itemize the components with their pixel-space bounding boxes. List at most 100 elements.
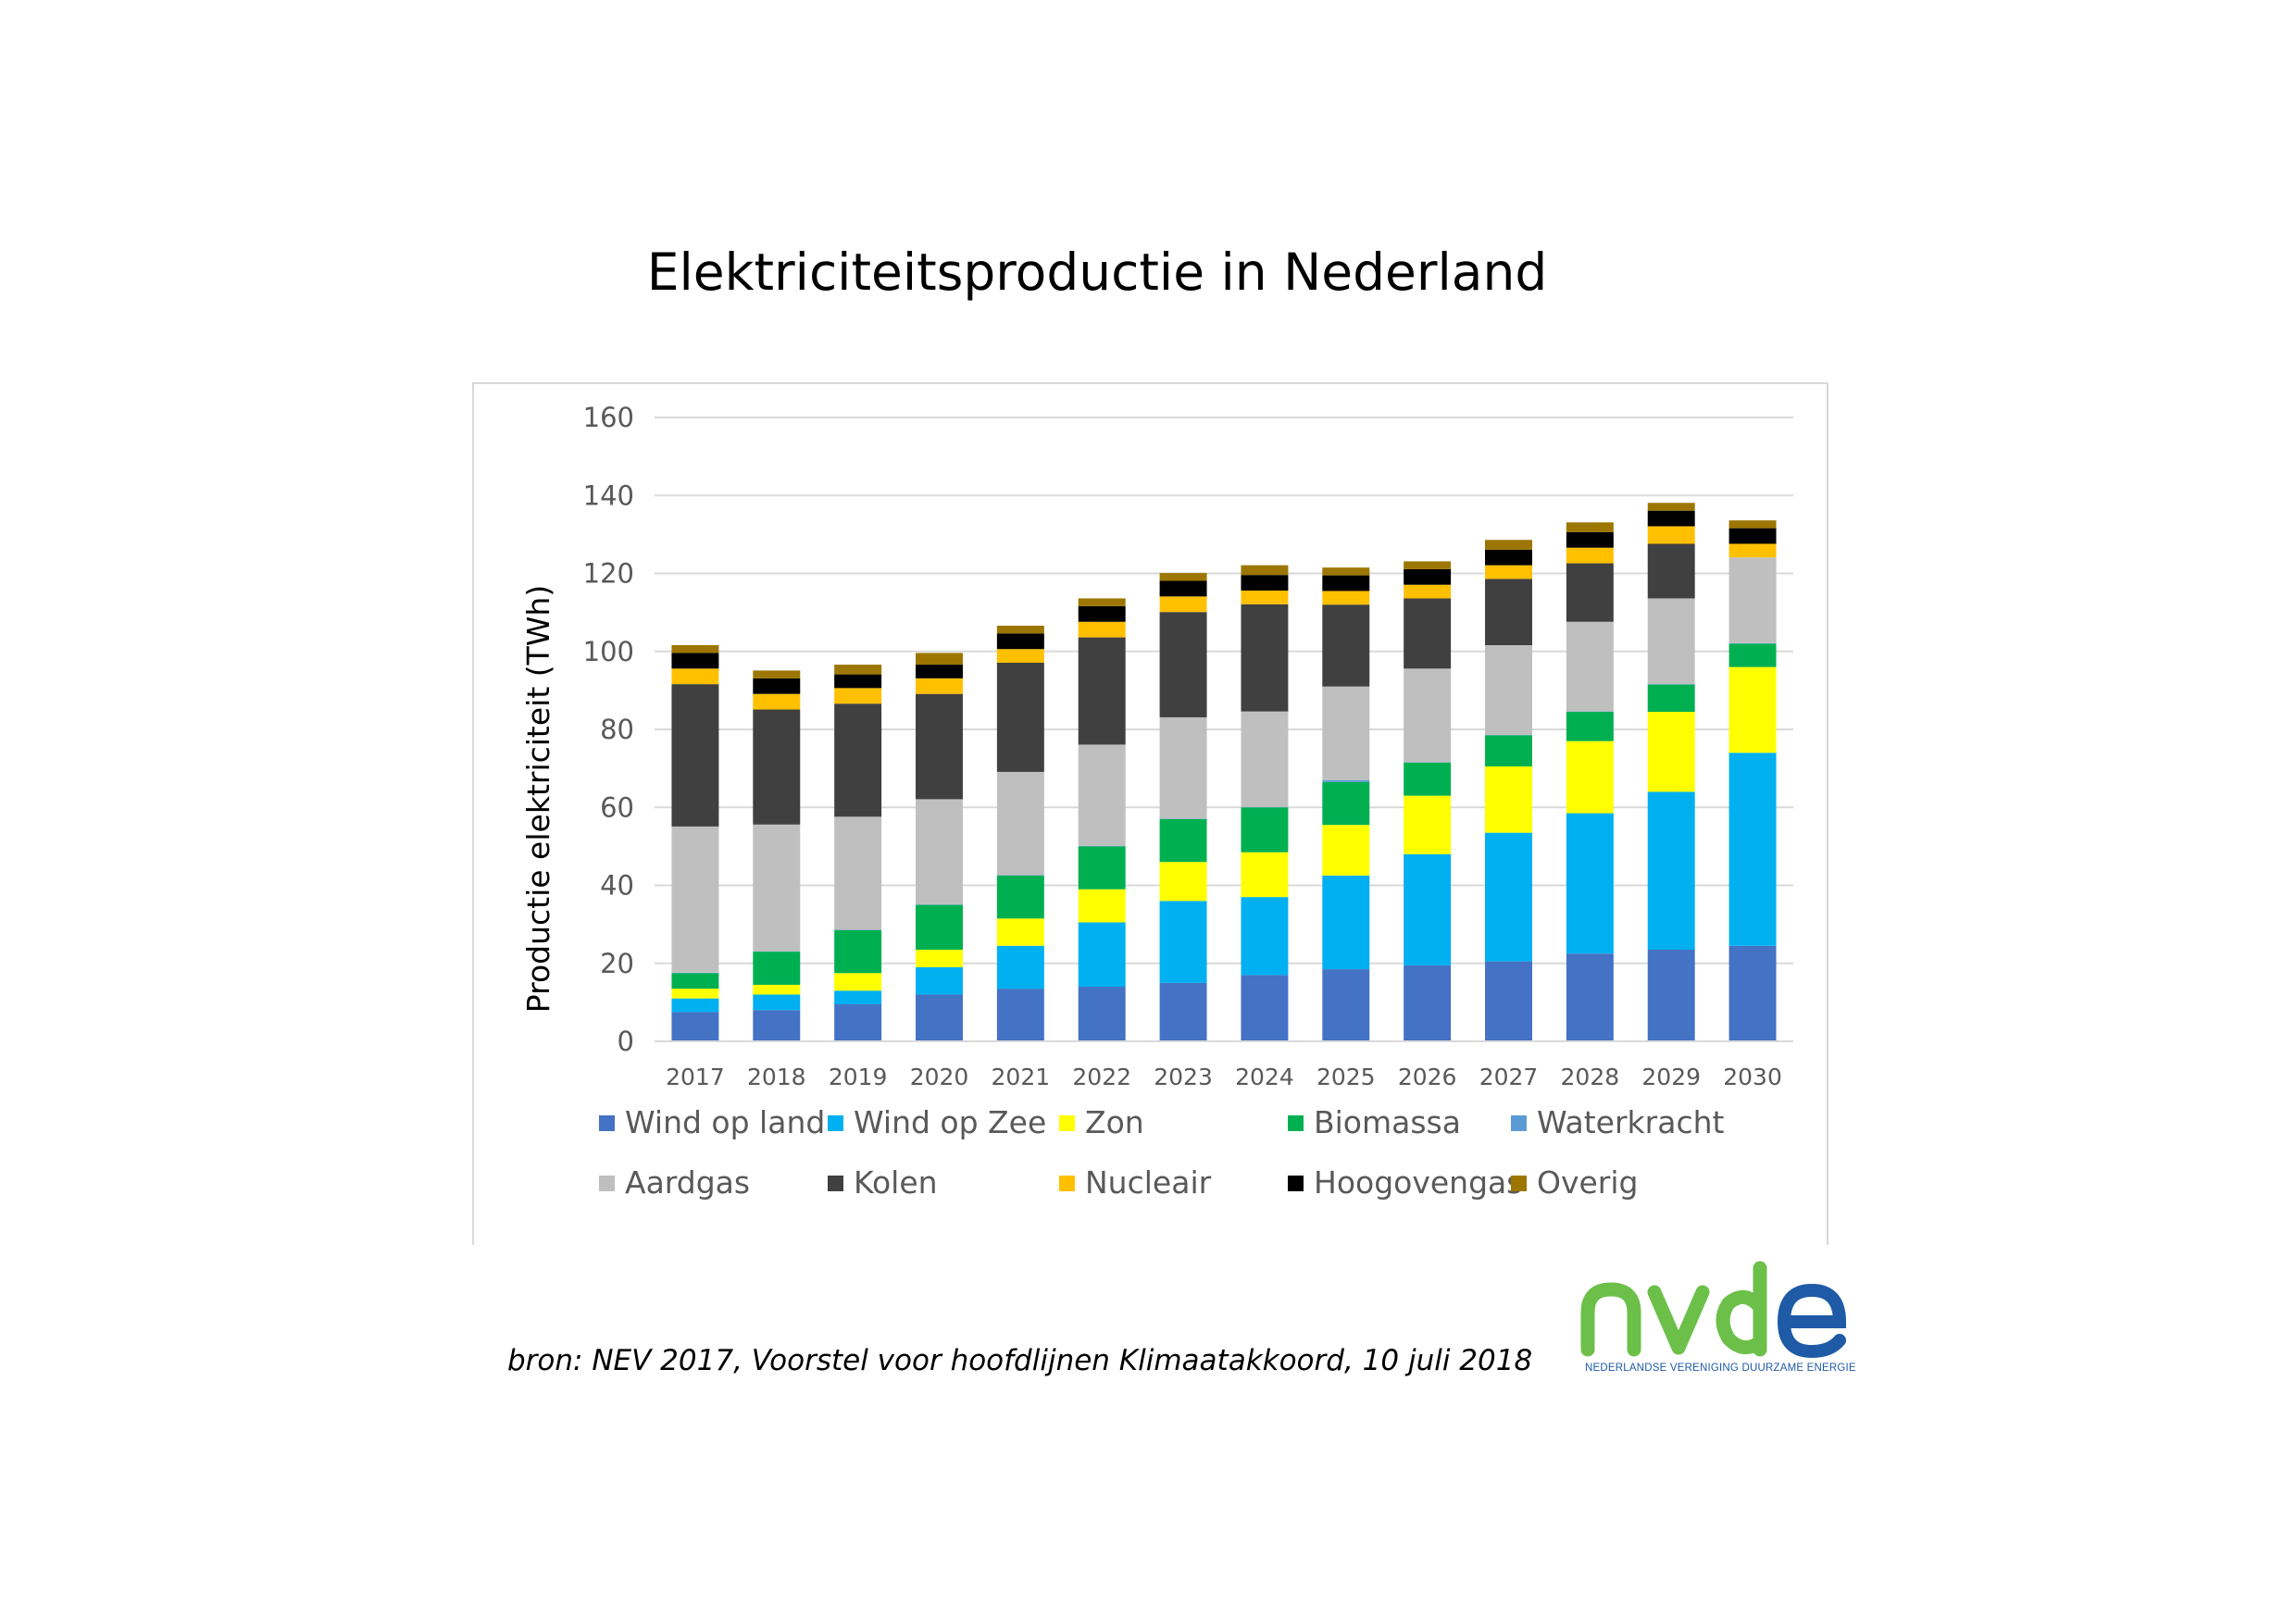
bar-segment-nucleair-2024	[1241, 591, 1289, 604]
bar-segment-wind-op-land-2019	[834, 1003, 882, 1041]
legend-swatch-waterkracht	[1511, 1115, 1527, 1131]
bar-segment-nucleair-2025	[1322, 591, 1370, 605]
legend-label: Wind op Zee	[854, 1104, 1046, 1140]
bar-segment-nucleair-2026	[1404, 584, 1452, 599]
bar-segment-wind-op-zee-2019	[834, 990, 882, 1004]
x-tick-label: 2027	[1479, 1064, 1539, 1090]
legend-swatch-overig	[1511, 1176, 1527, 1191]
bar-segment-overig-2030	[1728, 520, 1777, 529]
bar-segment-nucleair-2023	[1159, 596, 1207, 613]
bar-segment-wind-op-zee-2026	[1404, 853, 1452, 965]
chart-frame: 0 20 40 60 80 100 120 140 160 2017 2018 2019 2020 202…	[472, 382, 1828, 1245]
bar-segment-biomassa-2023	[1159, 818, 1207, 863]
bar-segment-hoogovengas-2019	[834, 674, 882, 689]
bar-segment-hoogovengas-2021	[996, 633, 1044, 650]
legend-label: Waterkracht	[1537, 1104, 1725, 1140]
x-tick-label: 2025	[1316, 1064, 1376, 1090]
bar-segment-overig-2028	[1566, 522, 1614, 532]
bar-segment-hoogovengas-2022	[1078, 605, 1126, 622]
bar-segment-biomassa-2019	[834, 929, 882, 974]
legend-label: Overig	[1537, 1164, 1639, 1201]
bar-segment-zon-2030	[1728, 666, 1777, 753]
bar-segment-overig-2017	[671, 645, 719, 653]
x-tick-label: 2024	[1235, 1064, 1294, 1090]
bar-segment-kolen-2026	[1404, 598, 1452, 669]
bar-segment-nucleair-2021	[996, 649, 1044, 663]
bar-segment-wind-op-zee-2024	[1241, 897, 1289, 976]
bar-segment-kolen-2027	[1485, 579, 1532, 646]
bar-segment-zon-2024	[1241, 852, 1289, 898]
nvde-logo	[1580, 1261, 1847, 1359]
bar-segment-kolen-2021	[996, 662, 1044, 772]
legend-label: Aardgas	[625, 1164, 750, 1201]
bar-segment-biomassa-2030	[1728, 643, 1777, 667]
bar-segment-kolen-2029	[1647, 543, 1695, 599]
bar-segment-biomassa-2022	[1078, 846, 1126, 890]
bar-segment-wind-op-zee-2020	[916, 966, 963, 995]
bar-segment-aardgas-2029	[1647, 598, 1695, 685]
bar-segment-wind-op-land-2021	[996, 989, 1044, 1041]
bar-segment-kolen-2028	[1566, 563, 1614, 622]
bar-segment-nucleair-2030	[1728, 543, 1777, 558]
legend-swatch-biomassa	[1288, 1115, 1304, 1131]
bar-segment-wind-op-land-2029	[1647, 950, 1695, 1041]
legend-swatch-nucleair	[1059, 1176, 1075, 1191]
bar-segment-kolen-2025	[1322, 604, 1370, 687]
bar-segment-wind-op-zee-2021	[996, 945, 1044, 989]
bar-segment-aardgas-2023	[1159, 716, 1207, 819]
x-tick-label: 2017	[666, 1064, 725, 1090]
bar-segment-biomassa-2028	[1566, 712, 1614, 741]
bar-segment-aardgas-2024	[1241, 711, 1289, 807]
x-tick-label: 2018	[747, 1064, 806, 1090]
y-tick-label: 60	[600, 791, 634, 823]
bar-segment-overig-2023	[1159, 573, 1207, 581]
bar-segment-wind-op-land-2018	[753, 1010, 801, 1041]
bar-segment-wind-op-zee-2027	[1485, 832, 1532, 962]
bar-segment-zon-2020	[916, 950, 963, 967]
bar-segment-hoogovengas-2020	[916, 665, 963, 678]
bar-segment-overig-2024	[1241, 565, 1289, 576]
bar-segment-overig-2025	[1322, 567, 1370, 576]
x-tick-label: 2023	[1154, 1064, 1213, 1090]
x-tick-label: 2022	[1072, 1064, 1131, 1090]
bar-segment-wind-op-land-2023	[1159, 982, 1207, 1041]
bar-segment-zon-2017	[671, 989, 719, 999]
bars	[671, 503, 1777, 1041]
x-tick-label: 2029	[1641, 1064, 1701, 1090]
y-tick-label: 40	[600, 870, 634, 902]
bar-segment-hoogovengas-2027	[1485, 549, 1532, 566]
legend-label: Biomassa	[1314, 1104, 1461, 1140]
logo-tagline: NEDERLANDSE VERENIGING DUURZAME ENERGIE	[1585, 1363, 1856, 1374]
bar-segment-nucleair-2028	[1566, 547, 1614, 564]
bar-segment-wind-op-land-2026	[1404, 965, 1452, 1041]
bar-segment-biomassa-2021	[996, 875, 1044, 919]
bar-segment-wind-op-land-2024	[1241, 975, 1289, 1041]
bar-segment-biomassa-2025	[1322, 781, 1370, 826]
gridlines	[655, 417, 1793, 965]
x-tick-label: 2030	[1723, 1064, 1782, 1090]
y-tick-label: 120	[583, 558, 634, 590]
bar-segment-wind-op-land-2025	[1322, 969, 1370, 1041]
legend-swatch-aardgas	[599, 1176, 615, 1191]
bar-segment-aardgas-2030	[1728, 557, 1777, 643]
bar-segment-zon-2028	[1566, 741, 1614, 814]
bar-segment-biomassa-2029	[1647, 684, 1695, 713]
legend: Wind op land Wind op Zee Zon Biomassa Waterk…	[599, 1104, 1725, 1201]
x-tick-label: 2021	[992, 1064, 1051, 1090]
bar-segment-zon-2027	[1485, 766, 1532, 833]
legend-swatch-wind-op-land	[599, 1115, 615, 1131]
bar-segment-wind-op-land-2028	[1566, 953, 1614, 1041]
bar-segment-aardgas-2019	[834, 816, 882, 930]
bar-segment-wind-op-zee-2022	[1078, 922, 1126, 988]
bar-segment-nucleair-2029	[1647, 526, 1695, 544]
bar-segment-nucleair-2017	[671, 668, 719, 685]
bar-segment-wind-op-land-2027	[1485, 961, 1532, 1041]
bar-segment-wind-op-land-2022	[1078, 987, 1126, 1041]
bar-segment-hoogovengas-2028	[1566, 531, 1614, 548]
bar-segment-biomassa-2017	[671, 973, 719, 989]
y-tick-label: 20	[600, 948, 634, 979]
bar-segment-aardgas-2028	[1566, 621, 1614, 712]
bar-segment-aardgas-2026	[1404, 668, 1452, 763]
bar-segment-wind-op-zee-2030	[1728, 753, 1777, 946]
bar-segment-zon-2023	[1159, 862, 1207, 902]
